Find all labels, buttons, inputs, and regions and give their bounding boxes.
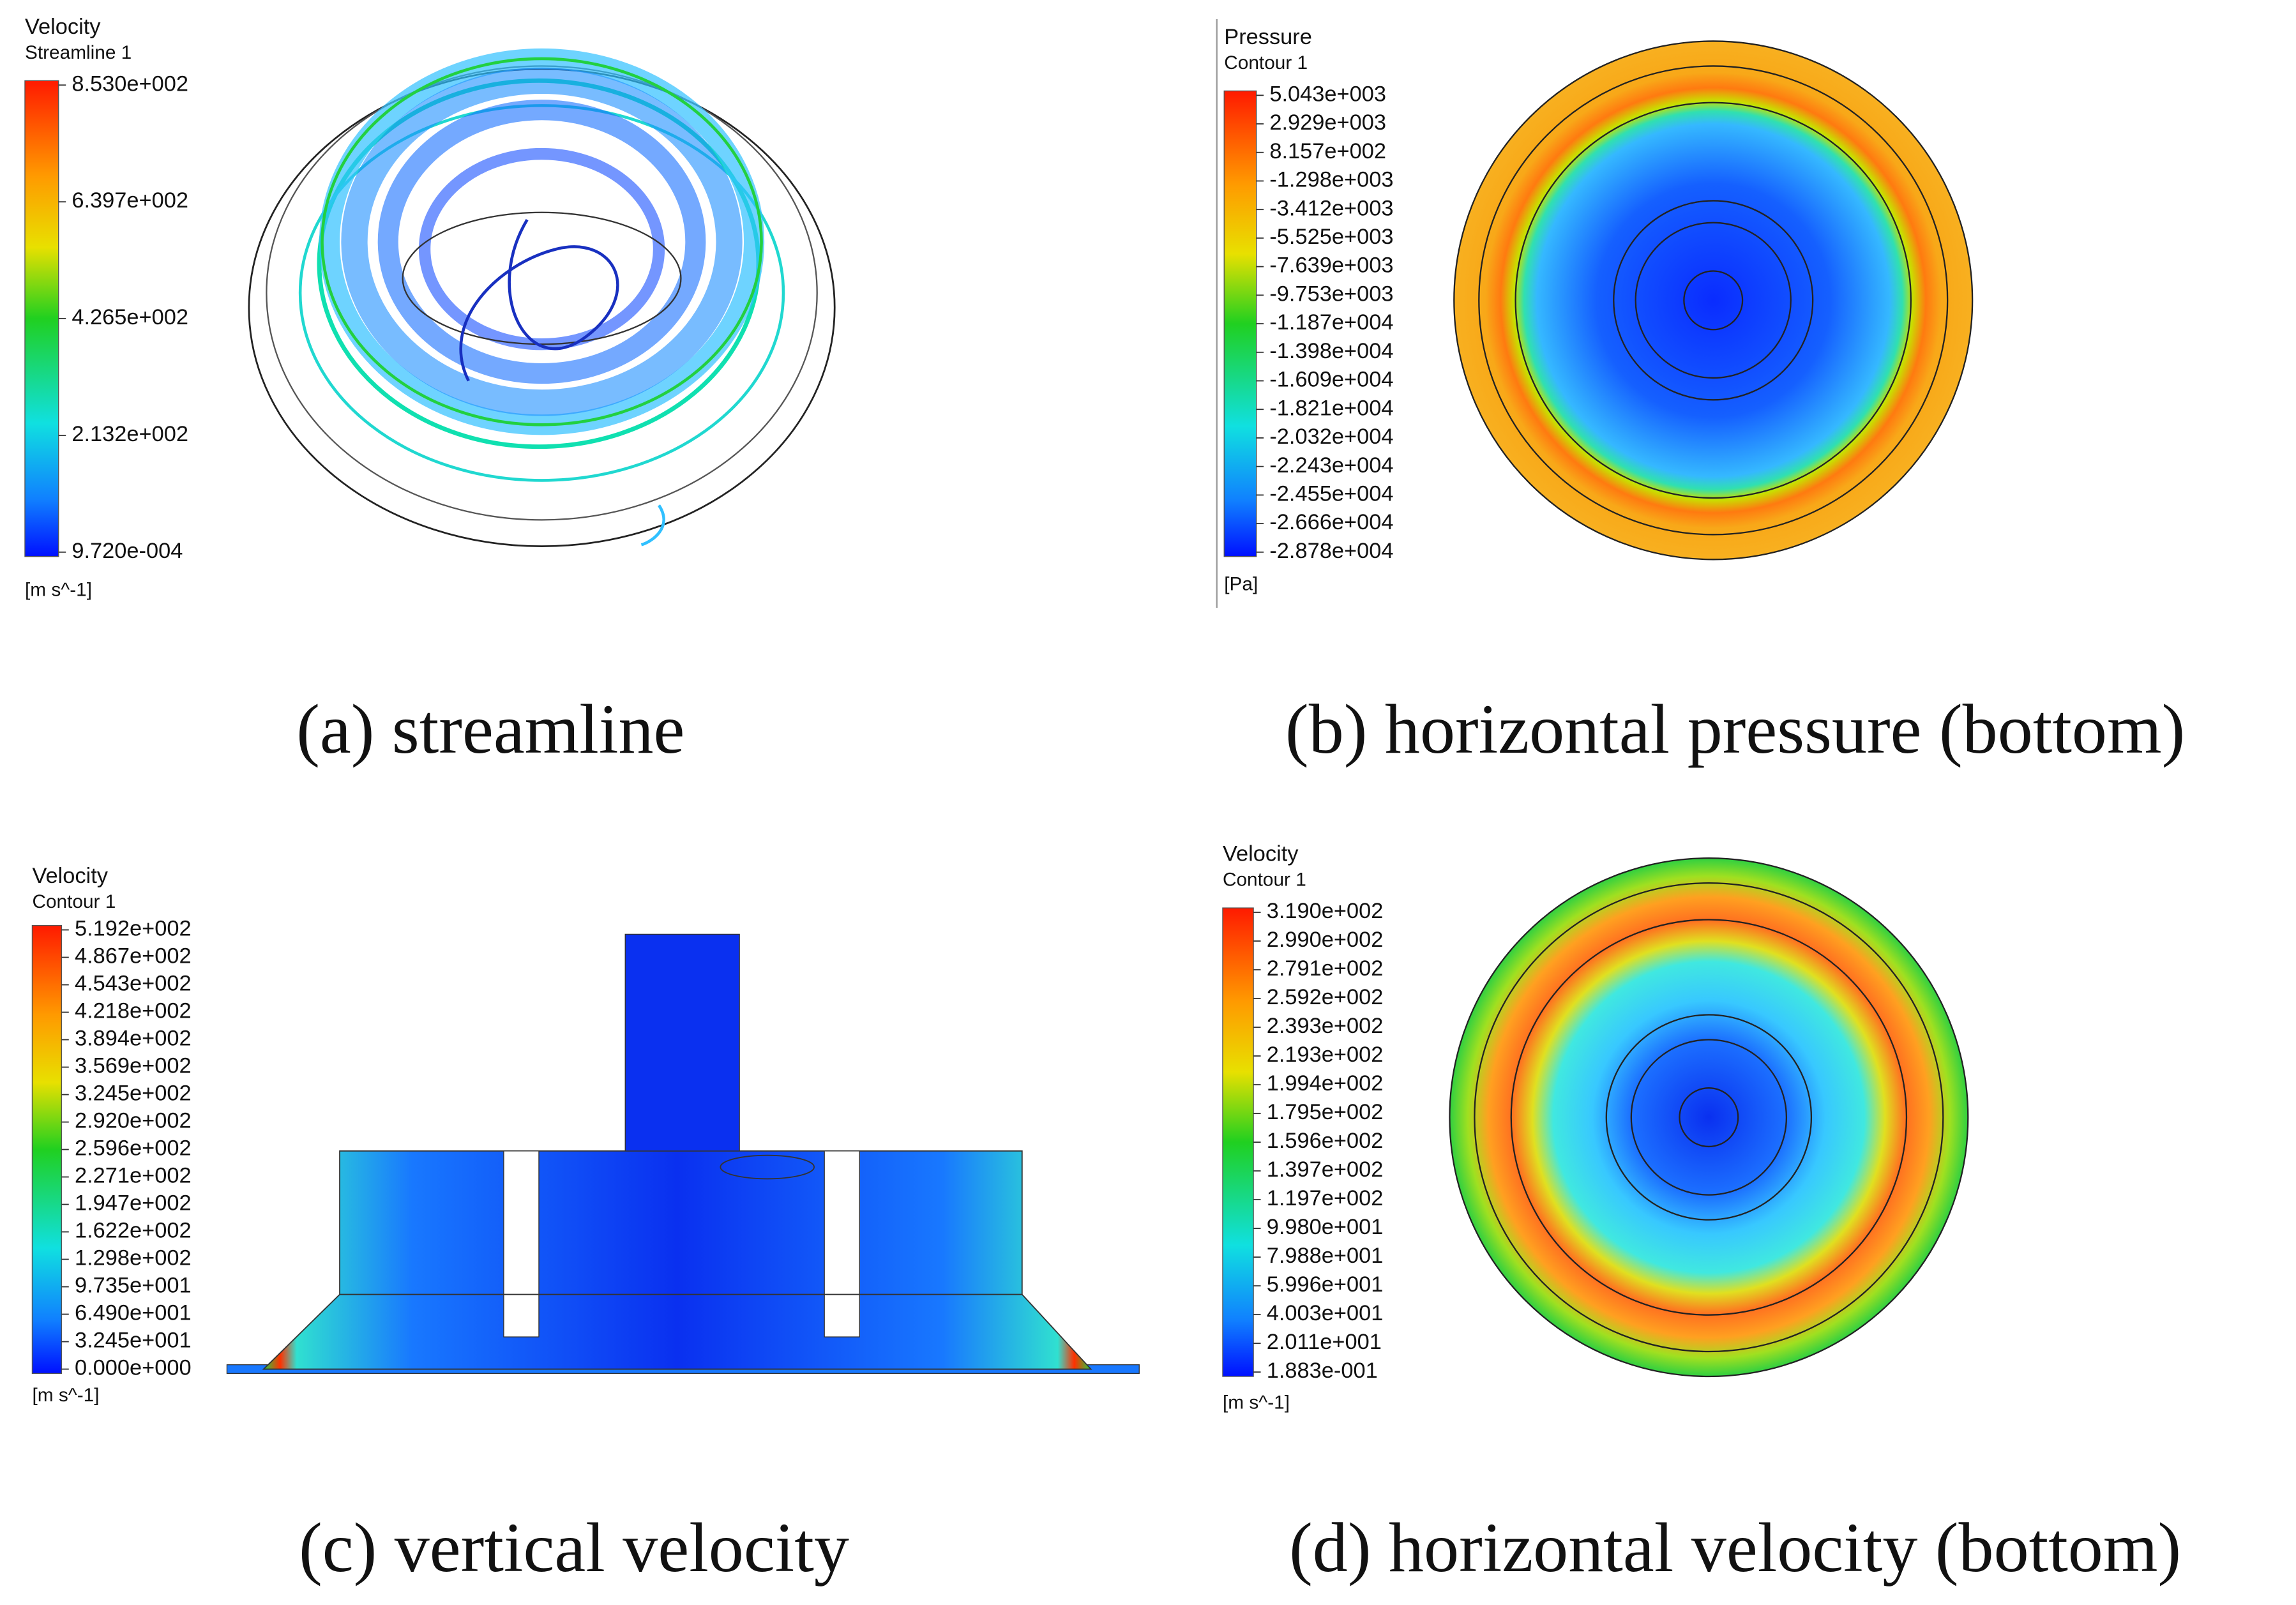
legend-tick-label: 2.271e+002 bbox=[75, 1164, 192, 1188]
panel-caption: (b) horizontal pressure (bottom) bbox=[1285, 690, 2185, 768]
legend-tick-label: 3.569e+002 bbox=[75, 1054, 192, 1078]
legend-tick-label: 3.894e+002 bbox=[75, 1027, 192, 1051]
legend-tick-label: -3.412e+003 bbox=[1269, 196, 1393, 220]
panel-caption: (d) horizontal velocity (bottom) bbox=[1289, 1509, 2181, 1586]
legend-tick-label: 3.245e+001 bbox=[75, 1329, 192, 1353]
legend-tick-label: 2.929e+003 bbox=[1269, 110, 1386, 135]
legend-unit: [m s^-1] bbox=[25, 580, 92, 601]
legend-tick-label: 1.994e+002 bbox=[1267, 1071, 1384, 1096]
pressure-image bbox=[1453, 40, 1974, 561]
legend-tick-label: 2.920e+002 bbox=[75, 1109, 192, 1133]
legend-tick-label: 1.947e+002 bbox=[75, 1191, 192, 1216]
legend-tick-label: -2.243e+004 bbox=[1269, 453, 1393, 478]
legend-tick-label: 9.735e+001 bbox=[75, 1274, 192, 1298]
legend-tick-label: 8.157e+002 bbox=[1269, 139, 1386, 163]
legend-tick-label: 1.298e+002 bbox=[75, 1246, 192, 1270]
streamline-image bbox=[248, 48, 836, 548]
legend-tick-label: 3.190e+002 bbox=[1267, 899, 1384, 923]
legend-tick-label: 6.397e+002 bbox=[72, 188, 188, 213]
legend-tick-label: 1.795e+002 bbox=[1267, 1100, 1384, 1124]
legend-tick-label: 2.011e+001 bbox=[1267, 1330, 1382, 1354]
legend-title: Velocity bbox=[32, 864, 108, 888]
legend-tick-label: 4.867e+002 bbox=[75, 944, 192, 968]
legend-title: Pressure bbox=[1224, 25, 1312, 49]
legend-tick-label: 8.530e+002 bbox=[72, 72, 188, 96]
legend-tick-label: 9.720e-004 bbox=[72, 539, 183, 563]
legend-tick-label: -2.455e+004 bbox=[1269, 481, 1393, 506]
panel-caption: (a) streamline bbox=[296, 690, 684, 768]
legend-tick-label: 2.193e+002 bbox=[1267, 1043, 1384, 1067]
legend-tick-label: 4.218e+002 bbox=[75, 999, 192, 1023]
color-bar bbox=[24, 80, 59, 557]
legend-tick-label: 1.397e+002 bbox=[1267, 1157, 1384, 1182]
legend-tick-label: 1.883e-001 bbox=[1267, 1359, 1378, 1383]
legend-tick-label: 4.543e+002 bbox=[75, 972, 192, 996]
legend-tick-label: 0.000e+000 bbox=[75, 1356, 192, 1380]
legend-tick-label: -2.878e+004 bbox=[1269, 539, 1393, 563]
legend-tick-label: 7.988e+001 bbox=[1267, 1244, 1384, 1268]
legend-tick-label: 2.596e+002 bbox=[75, 1136, 192, 1161]
legend-tick-label: -1.821e+004 bbox=[1269, 396, 1393, 420]
legend-tick-label: 9.980e+001 bbox=[1267, 1215, 1384, 1239]
legend-tick-label: 4.003e+001 bbox=[1267, 1301, 1384, 1325]
legend-title: Velocity bbox=[25, 15, 101, 39]
horizontal-velocity-image bbox=[1449, 857, 1969, 1378]
legend-tick-label: 2.132e+002 bbox=[72, 422, 188, 446]
legend-tick-label: -1.298e+003 bbox=[1269, 168, 1393, 192]
legend-tick-label: -1.187e+004 bbox=[1269, 310, 1393, 335]
color-bar bbox=[1223, 90, 1257, 557]
legend-tick-label: 5.192e+002 bbox=[75, 917, 192, 941]
color-bar bbox=[31, 924, 63, 1375]
legend-tick-label: 1.622e+002 bbox=[75, 1219, 192, 1243]
legend-tick-label: 2.791e+002 bbox=[1267, 956, 1384, 981]
legend-tick-label: -5.525e+003 bbox=[1269, 225, 1393, 249]
legend-tick-label: 2.592e+002 bbox=[1267, 985, 1384, 1009]
legend-title: Velocity bbox=[1223, 842, 1299, 866]
color-bar bbox=[1222, 907, 1254, 1377]
legend-tick-label: -9.753e+003 bbox=[1269, 282, 1393, 306]
panel-caption: (c) vertical velocity bbox=[299, 1509, 849, 1586]
legend-subtitle: Contour 1 bbox=[1223, 870, 1306, 891]
legend-tick-label: 1.197e+002 bbox=[1267, 1186, 1384, 1210]
legend-tick-label: 3.245e+002 bbox=[75, 1081, 192, 1106]
legend-tick-label: 2.393e+002 bbox=[1267, 1014, 1384, 1038]
legend-unit: [m s^-1] bbox=[1223, 1392, 1290, 1413]
legend-unit: [m s^-1] bbox=[32, 1385, 99, 1406]
legend-tick-label: 6.490e+001 bbox=[75, 1301, 192, 1325]
legend-tick-label: -1.398e+004 bbox=[1269, 339, 1393, 363]
legend-tick-label: 4.265e+002 bbox=[72, 305, 188, 329]
legend-subtitle: Contour 1 bbox=[32, 891, 116, 912]
legend-tick-label: -7.639e+003 bbox=[1269, 253, 1393, 278]
legend-tick-label: 1.596e+002 bbox=[1267, 1129, 1384, 1153]
legend-tick-label: 2.990e+002 bbox=[1267, 928, 1384, 952]
legend-tick-label: 5.043e+003 bbox=[1269, 82, 1386, 106]
legend-tick-label: -2.032e+004 bbox=[1269, 425, 1393, 449]
legend-subtitle: Streamline 1 bbox=[25, 42, 132, 63]
legend-tick-label: 5.996e+001 bbox=[1267, 1272, 1384, 1297]
vertical-velocity-image bbox=[226, 933, 1140, 1375]
legend-tick-label: -1.609e+004 bbox=[1269, 368, 1393, 392]
legend-unit: [Pa] bbox=[1224, 573, 1258, 594]
legend-tick-label: -2.666e+004 bbox=[1269, 510, 1393, 534]
legend-subtitle: Contour 1 bbox=[1224, 52, 1308, 73]
